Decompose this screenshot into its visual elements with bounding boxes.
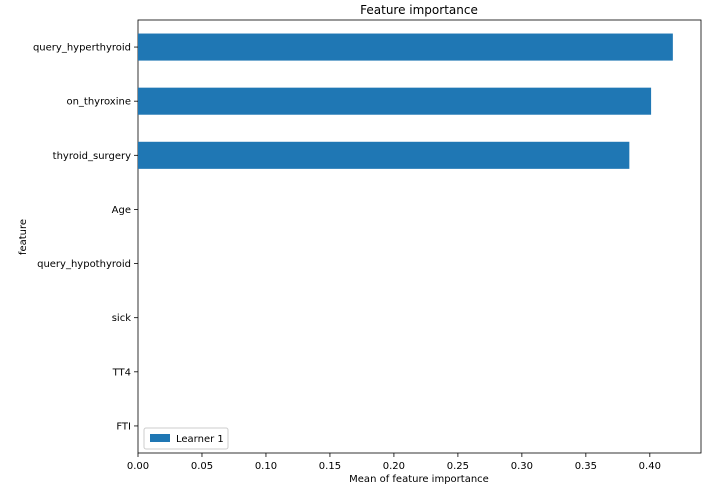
x-ticks: 0.00 0.05 0.10 0.15 0.20 0.25 0.30 0.35 0.40 <box>127 453 661 472</box>
y-tick-label: TT4 <box>112 367 131 378</box>
y-tick-label: query_hyperthyroid <box>33 43 131 54</box>
bar-query-hyperthyroid <box>138 33 673 61</box>
bars <box>138 33 673 169</box>
y-tick-label: FTI <box>116 421 131 432</box>
x-tick-label: 0.05 <box>191 461 213 472</box>
y-ticks: query_hyperthyroid on_thyroxine thyroid_su… <box>33 43 138 432</box>
plot-frame <box>137 19 702 454</box>
x-tick-label: 0.00 <box>127 461 149 472</box>
y-tick-label: sick <box>112 313 131 324</box>
legend: Learner 1 <box>143 427 229 450</box>
x-tick-label: 0.35 <box>575 461 597 472</box>
chart-title: Feature importance <box>360 3 478 17</box>
bar-thyroid-surgery <box>138 141 630 169</box>
plot-area: query_hyperthyroid on_thyroxine thyroid_su… <box>33 19 702 472</box>
x-tick-label: 0.10 <box>255 461 277 472</box>
bar-on-thyroxine <box>138 87 652 115</box>
legend-frame <box>143 427 229 450</box>
y-axis-label: feature <box>18 219 29 255</box>
legend-swatch <box>150 434 170 442</box>
x-tick-label: 0.40 <box>639 461 661 472</box>
y-tick-label: thyroid_surgery <box>53 151 131 162</box>
y-tick-label: query_hypothyroid <box>37 259 131 270</box>
y-tick-label: on_thyroxine <box>66 97 131 108</box>
x-axis-label: Mean of feature importance <box>349 474 489 485</box>
x-tick-label: 0.15 <box>319 461 341 472</box>
x-tick-label: 0.30 <box>511 461 533 472</box>
x-tick-label: 0.25 <box>447 461 469 472</box>
y-tick-label: Age <box>112 205 131 216</box>
x-tick-label: 0.20 <box>383 461 405 472</box>
legend-label: Learner 1 <box>176 434 224 445</box>
